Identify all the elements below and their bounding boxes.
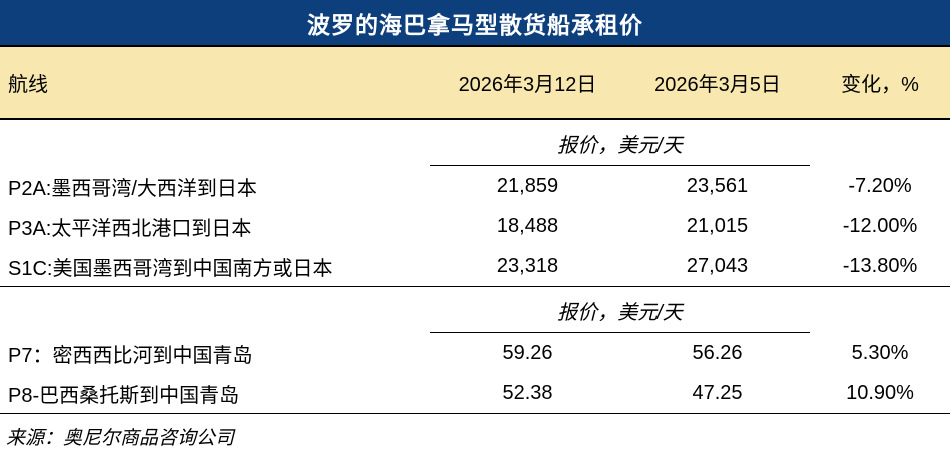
table-row: S1C:美国墨西哥湾到中国南方或日本 23,318 27,043 -13.80% [0,246,950,286]
rate-current: 23,318 [496,254,559,277]
rate-current: 21,859 [496,174,559,197]
column-header-row: 航线 2026年3月12日 2026年3月5日 变化，% [0,47,950,120]
rate-change: -7.20% [848,174,912,197]
table-row: P8-巴西桑托斯到中国青岛 52.38 47.25 10.90% [0,373,950,413]
route-label: P2A:墨西哥湾/大西洋到日本 [8,177,257,200]
unit-subheader-row: 报价，美元/天 [0,120,950,166]
rate-previous: 21,015 [686,214,749,237]
rate-current: 18,488 [496,214,559,237]
unit-subheader-row: 报价，美元/天 [0,287,950,333]
column-header-change: 变化，% [841,74,919,96]
table-row: P2A:墨西哥湾/大西洋到日本 21,859 23,561 -7.20% [0,166,950,206]
rate-previous: 56.26 [692,341,743,364]
rate-previous: 47.25 [692,381,743,404]
rate-change: 10.90% [846,381,914,404]
rate-current: 59.26 [502,341,553,364]
table-row: P7：密西西比河到中国青岛 59.26 56.26 5.30% [0,333,950,373]
rate-change: -12.00% [842,214,918,237]
column-header-date1: 2026年3月12日 [458,74,597,96]
column-header-route: 航线 [8,74,48,96]
section-daily-rates: 报价，美元/天 P2A:墨西哥湾/大西洋到日本 21,859 23,561 -7… [0,120,950,287]
unit-label: 报价，美元/天 [430,296,810,333]
rate-current: 52.38 [502,381,553,404]
column-header-date2: 2026年3月5日 [654,74,781,96]
route-label: S1C:美国墨西哥湾到中国南方或日本 [8,257,333,280]
rate-previous: 23,561 [686,174,749,197]
section-grain-freight-rates: 报价，美元/天 P7：密西西比河到中国青岛 59.26 56.26 5.30% … [0,287,950,413]
route-label: P3A:太平洋西北港口到日本 [8,217,252,240]
route-label: P8-巴西桑托斯到中国青岛 [8,384,240,407]
rate-change: -13.80% [842,254,918,277]
table-row: P3A:太平洋西北港口到日本 18,488 21,015 -12.00% [0,206,950,246]
source-note: 来源：奥尼尔商品咨询公司 [0,413,950,460]
rate-previous: 27,043 [686,254,749,277]
route-label: P7：密西西比河到中国青岛 [8,344,253,367]
rate-change: 5.30% [851,341,909,364]
unit-label: 报价，美元/天 [430,129,810,166]
table-title: 波罗的海巴拿马型散货船承租价 [0,0,950,47]
